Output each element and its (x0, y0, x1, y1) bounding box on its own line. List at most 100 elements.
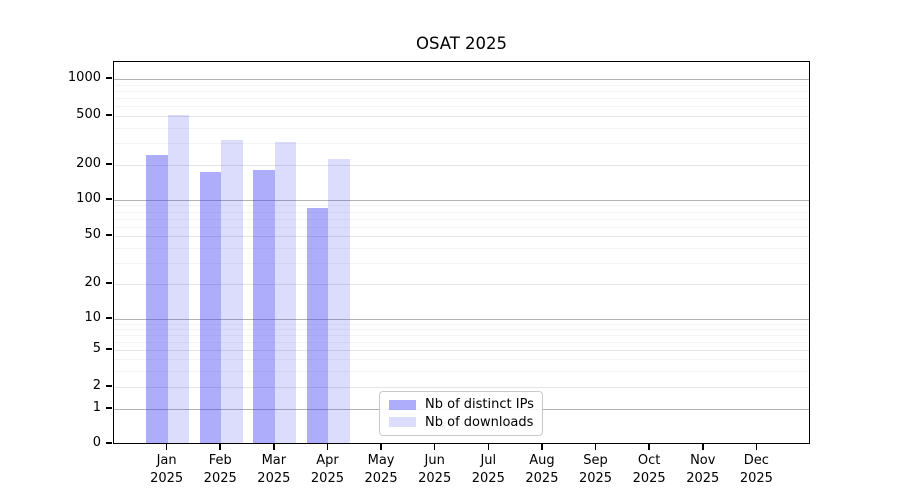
x-tick-year: 2025 (418, 471, 452, 486)
x-tick-year: 2025 (525, 471, 559, 486)
x-tick-label-may: May 2025 (349, 452, 413, 488)
y-tick-mark-50 (106, 234, 112, 236)
gridline-y-700 (114, 98, 809, 100)
y-tick-mark-200 (106, 163, 112, 165)
y-tick-mark-100 (106, 198, 112, 200)
x-tick-mark-may (380, 444, 382, 450)
gridline-y-4 (114, 359, 809, 360)
x-tick-year: 2025 (686, 471, 720, 486)
y-tick-label-1000: 1000 (67, 70, 101, 85)
y-tick-label-1: 1 (92, 400, 101, 415)
y-tick-mark-1000 (106, 77, 112, 79)
y-tick-mark-500 (106, 114, 112, 116)
x-tick-label-jan: Jan 2025 (135, 452, 199, 488)
legend-swatch-distinct-ips (389, 399, 416, 410)
x-tick-mark-feb (219, 444, 221, 450)
y-tick-label-0: 0 (92, 435, 101, 450)
y-tick-mark-5 (106, 348, 112, 350)
x-tick-year: 2025 (578, 471, 613, 486)
gridline-y-60 (114, 226, 809, 228)
x-tick-label-sep: Sep 2025 (564, 452, 628, 488)
gridline-y-80 (114, 211, 809, 213)
x-tick-mark-mar (273, 444, 275, 450)
bar-ips-feb (199, 171, 222, 444)
x-tick-mark-nov (702, 444, 704, 450)
y-tick-label-20: 20 (84, 275, 101, 290)
gridline-y-70 (114, 218, 809, 220)
x-tick-label-jul: Jul 2025 (456, 452, 520, 488)
chart-title: OSAT 2025 (415, 34, 508, 53)
gridline-y-6 (114, 341, 809, 343)
y-tick-label-5: 5 (92, 341, 101, 356)
legend-swatch-downloads (389, 417, 416, 428)
x-tick-mark-jan (165, 444, 168, 450)
x-tick-mark-apr (326, 444, 329, 450)
gridline-y-2 (114, 387, 809, 388)
x-tick-year: 2025 (739, 471, 773, 486)
x-tick-year: 2025 (632, 471, 666, 486)
y-tick-mark-20 (106, 282, 112, 284)
gridline-y-100 (114, 200, 809, 201)
bar-downloads-jan (167, 115, 190, 444)
y-tick-mark-1 (106, 407, 112, 409)
x-tick-year: 2025 (310, 471, 344, 486)
x-tick-label-jun: Jun 2025 (403, 452, 467, 488)
bar-ips-apr (306, 208, 329, 444)
gridline-y-90 (114, 205, 809, 207)
plot-area (113, 61, 810, 444)
y-tick-mark-0 (106, 442, 112, 444)
gridline-y-5 (114, 350, 809, 351)
x-tick-year: 2025 (471, 471, 505, 486)
gridline-y-600 (114, 106, 809, 108)
x-tick-year: 2025 (150, 471, 184, 486)
bar-downloads-feb (221, 139, 243, 444)
legend-item-downloads: Nb of downloads (389, 414, 534, 432)
x-tick-label-oct: Oct 2025 (617, 452, 681, 488)
x-tick-label-aug: Aug 2025 (510, 452, 574, 488)
y-tick-label-500: 500 (76, 107, 101, 122)
bar-ips-jan (146, 155, 168, 444)
x-tick-mark-jun (433, 444, 436, 450)
legend: Nb of distinct IPs Nb of downloads (379, 391, 543, 436)
x-tick-year: 2025 (364, 471, 398, 486)
bar-downloads-mar (274, 142, 297, 444)
legend-label: Nb of downloads (425, 414, 534, 430)
y-tick-label-200: 200 (76, 156, 101, 171)
x-tick-mark-dec (755, 444, 758, 450)
gridline-y-300 (114, 143, 809, 145)
gridline-y-9 (114, 323, 809, 325)
bar-ips-mar (253, 170, 275, 444)
y-tick-label-10: 10 (84, 310, 101, 325)
y-tick-mark-10 (106, 317, 112, 319)
gridline-y-800 (114, 90, 809, 92)
y-tick-label-2: 2 (92, 378, 101, 393)
y-tick-label-50: 50 (84, 227, 101, 242)
x-tick-label-apr: Apr 2025 (295, 452, 359, 488)
x-tick-label-nov: Nov 2025 (671, 452, 735, 488)
gridline-y-3 (114, 370, 809, 372)
gridline-y-8 (114, 328, 809, 330)
x-tick-mark-oct (648, 444, 650, 450)
x-tick-label-dec: Dec 2025 (724, 452, 788, 488)
gridline-y-50 (114, 236, 809, 237)
gridline-y-7 (114, 334, 809, 336)
y-tick-mark-2 (106, 385, 112, 387)
x-tick-mark-sep (594, 444, 597, 450)
legend-item-distinct-ips: Nb of distinct IPs (389, 396, 534, 414)
gridline-y-30 (114, 262, 809, 264)
legend-label: Nb of distinct IPs (425, 397, 534, 413)
x-tick-mark-jul (487, 444, 490, 450)
x-tick-year: 2025 (203, 471, 237, 486)
gridline-y-1000 (114, 79, 809, 80)
gridline-y-500 (114, 116, 809, 117)
x-tick-mark-aug (541, 444, 543, 450)
x-tick-label-mar: Mar 2025 (242, 452, 306, 488)
gridline-y-200 (114, 165, 809, 166)
x-tick-label-feb: Feb 2025 (188, 452, 252, 488)
gridline-y-40 (114, 247, 809, 249)
gridline-y-400 (114, 127, 809, 129)
gridline-y-20 (114, 284, 809, 285)
x-tick-year: 2025 (257, 471, 291, 486)
gridline-y-10 (114, 319, 809, 320)
